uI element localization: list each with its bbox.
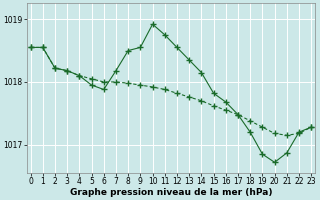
X-axis label: Graphe pression niveau de la mer (hPa): Graphe pression niveau de la mer (hPa) [70, 188, 272, 197]
